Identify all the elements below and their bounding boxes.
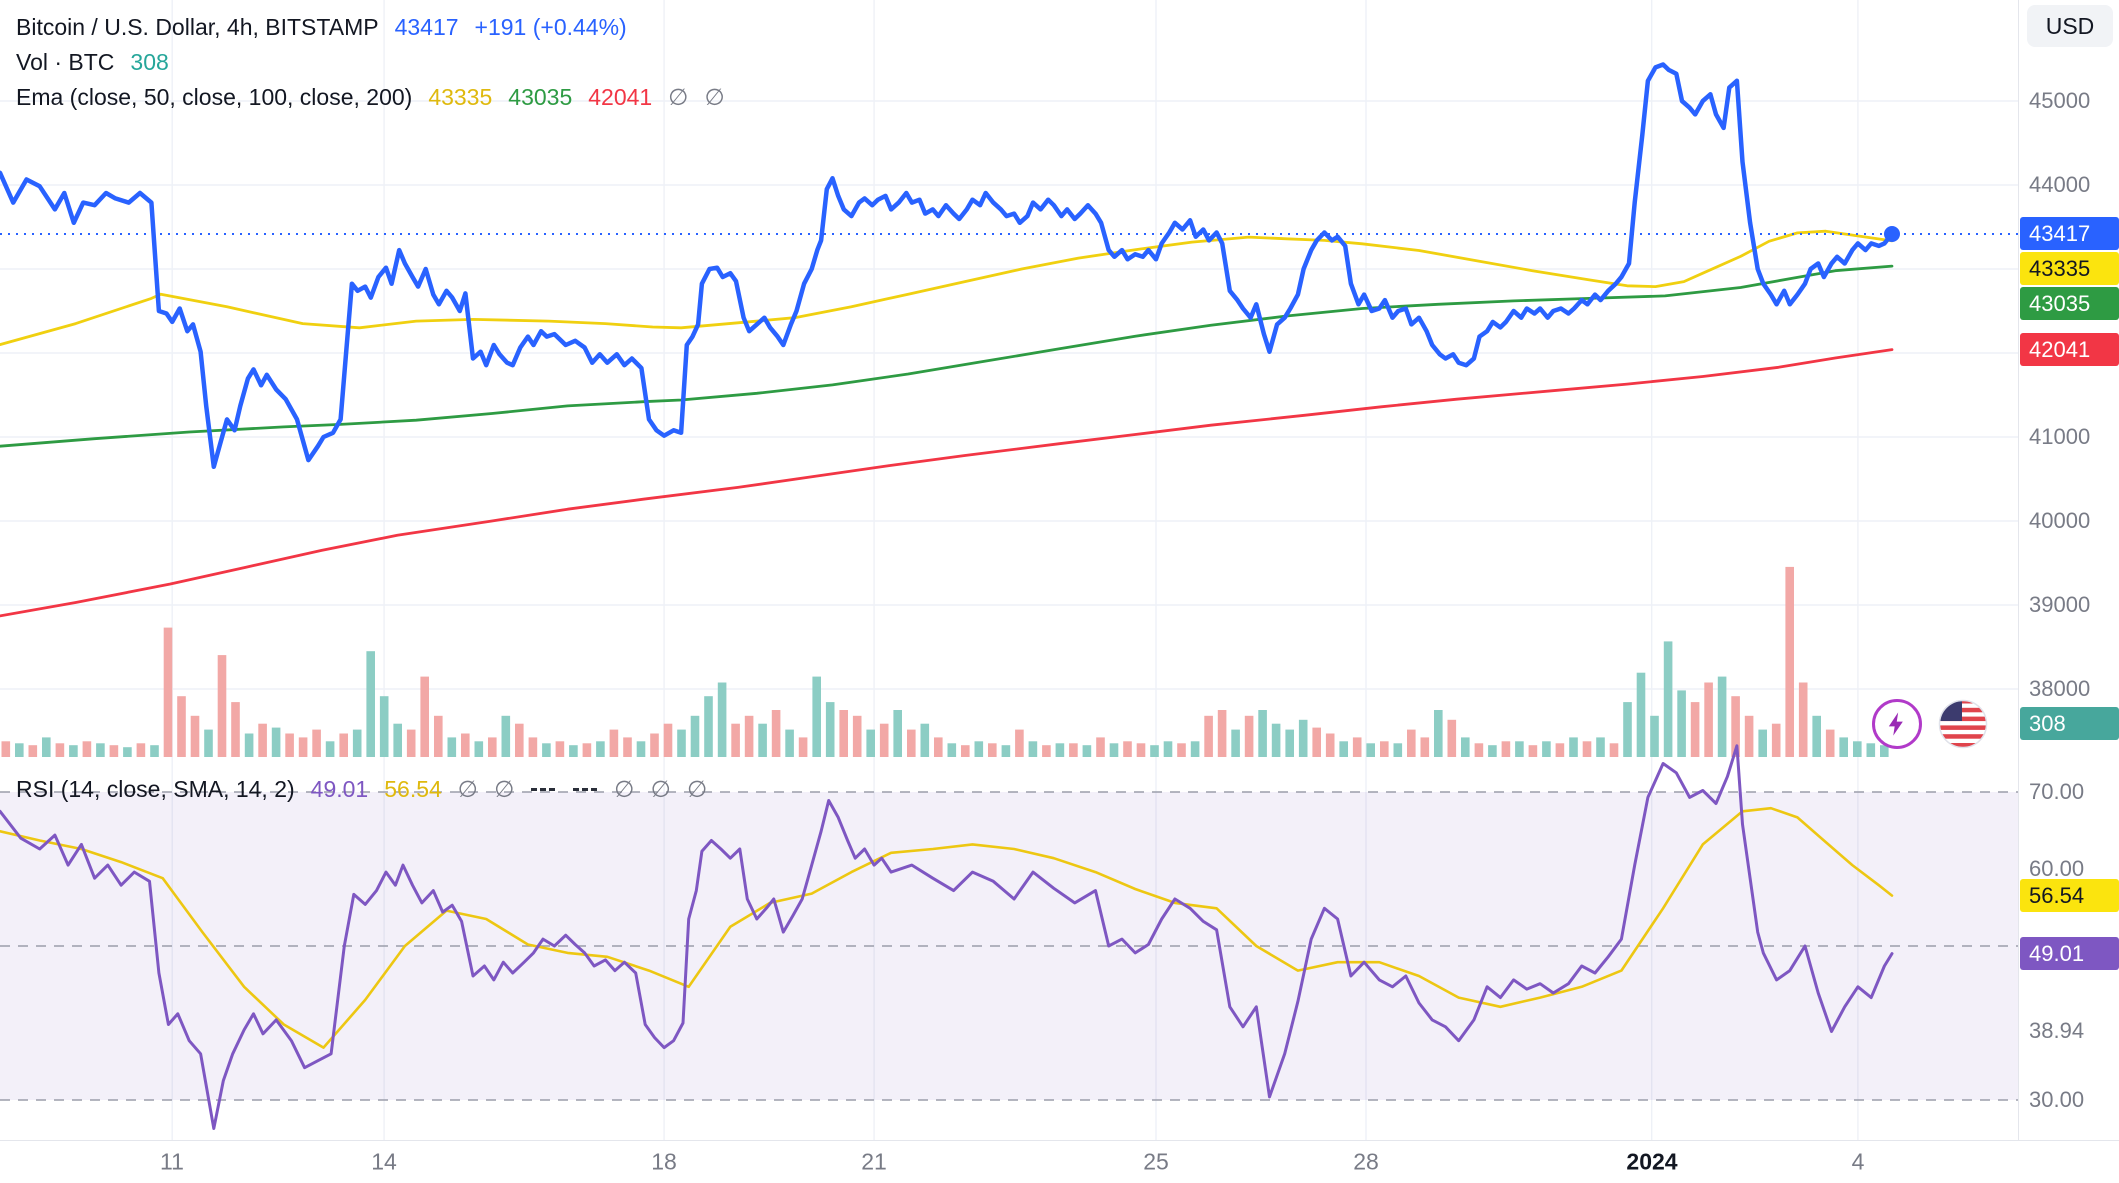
chart-canvas[interactable]: [0, 0, 2018, 1140]
price-badge: 308: [2020, 706, 2119, 740]
volume-value: 308: [130, 49, 169, 75]
axis-tick-label: 38.94: [2029, 1018, 2085, 1044]
ema200-value: 42041: [588, 84, 653, 110]
lightning-icon[interactable]: [1872, 699, 1922, 749]
rsi-indicator-label[interactable]: RSI (14, close, SMA, 14, 2): [16, 776, 295, 802]
dashed-line-swatch: [573, 788, 598, 791]
time-axis-label: 11: [160, 1148, 184, 1175]
chart-legend: Bitcoin / U.S. Dollar, 4h, BITSTAMP 4341…: [16, 10, 725, 115]
us-flag-icon[interactable]: [1938, 699, 1988, 749]
price-badge: 49.01: [2020, 937, 2119, 971]
time-axis-label: 28: [1353, 1148, 1379, 1175]
symbol-title[interactable]: Bitcoin / U.S. Dollar, 4h, BITSTAMP: [16, 14, 379, 40]
axis-tick-label: 70.00: [2029, 779, 2085, 804]
volume-row: Vol · BTC 308: [16, 45, 725, 80]
ema50-value: 43335: [428, 84, 493, 110]
price-badge: 56.54: [2020, 879, 2119, 913]
time-axis-label: 18: [651, 1148, 677, 1175]
currency-toggle-button[interactable]: USD: [2027, 5, 2113, 47]
price-badge: 43335: [2020, 252, 2119, 286]
axis-tick-label: 41000: [2029, 424, 2091, 449]
time-axis-label: 2024: [1626, 1148, 1678, 1175]
rsi-sma-value: 56.54: [384, 776, 442, 802]
us-flag-glyph: [1938, 699, 1988, 749]
price-badge: 42041: [2020, 333, 2119, 367]
axis-tick-label: 39000: [2029, 592, 2091, 617]
ema-indicator-label[interactable]: Ema (close, 50, close, 100, close, 200): [16, 84, 413, 110]
axis-tick-label: 38000: [2029, 676, 2091, 701]
time-axis-label: 14: [371, 1148, 397, 1175]
axis-tick-label: 30.00: [2029, 1087, 2085, 1112]
empty-set-icon: ∅ ∅: [457, 776, 515, 802]
rsi-legend: RSI (14, close, SMA, 14, 2) 49.01 56.54 …: [16, 772, 707, 807]
ema100-value: 43035: [508, 84, 573, 110]
lightning-bolt-glyph: [1888, 712, 1903, 736]
axis-tick-label: 40000: [2029, 508, 2091, 533]
price-badge: 43035: [2020, 287, 2119, 321]
price-badge: 43417: [2020, 217, 2119, 251]
time-axis-label: 4: [1851, 1148, 1865, 1175]
time-scale[interactable]: 11 14 18 21 25 28 2024 4: [0, 1140, 2119, 1183]
axis-tick-label: 60.00: [2029, 856, 2085, 881]
price-scale[interactable]: USD 45000 44000 41000 40000 39000 38000 70.00 6…: [2018, 0, 2119, 1140]
chart-bubbles: [1872, 699, 1988, 749]
price-change-value: +191 (+0.44%): [474, 14, 627, 40]
time-axis-label: 21: [861, 1148, 887, 1175]
axis-tick-label: 44000: [2029, 172, 2091, 197]
last-price-value: 43417: [394, 14, 459, 40]
ema-row: Ema (close, 50, close, 100, close, 200) …: [16, 80, 725, 115]
symbol-row: Bitcoin / U.S. Dollar, 4h, BITSTAMP 4341…: [16, 10, 725, 45]
dashed-line-swatch: [531, 788, 556, 791]
time-axis-label: 25: [1143, 1148, 1169, 1175]
volume-indicator-label[interactable]: Vol · BTC: [16, 49, 115, 75]
axis-tick-label: 45000: [2029, 88, 2091, 113]
rsi-value: 49.01: [310, 776, 369, 802]
empty-set-icon: ∅ ∅: [668, 84, 725, 110]
empty-set-icon: ∅ ∅ ∅: [614, 776, 708, 802]
